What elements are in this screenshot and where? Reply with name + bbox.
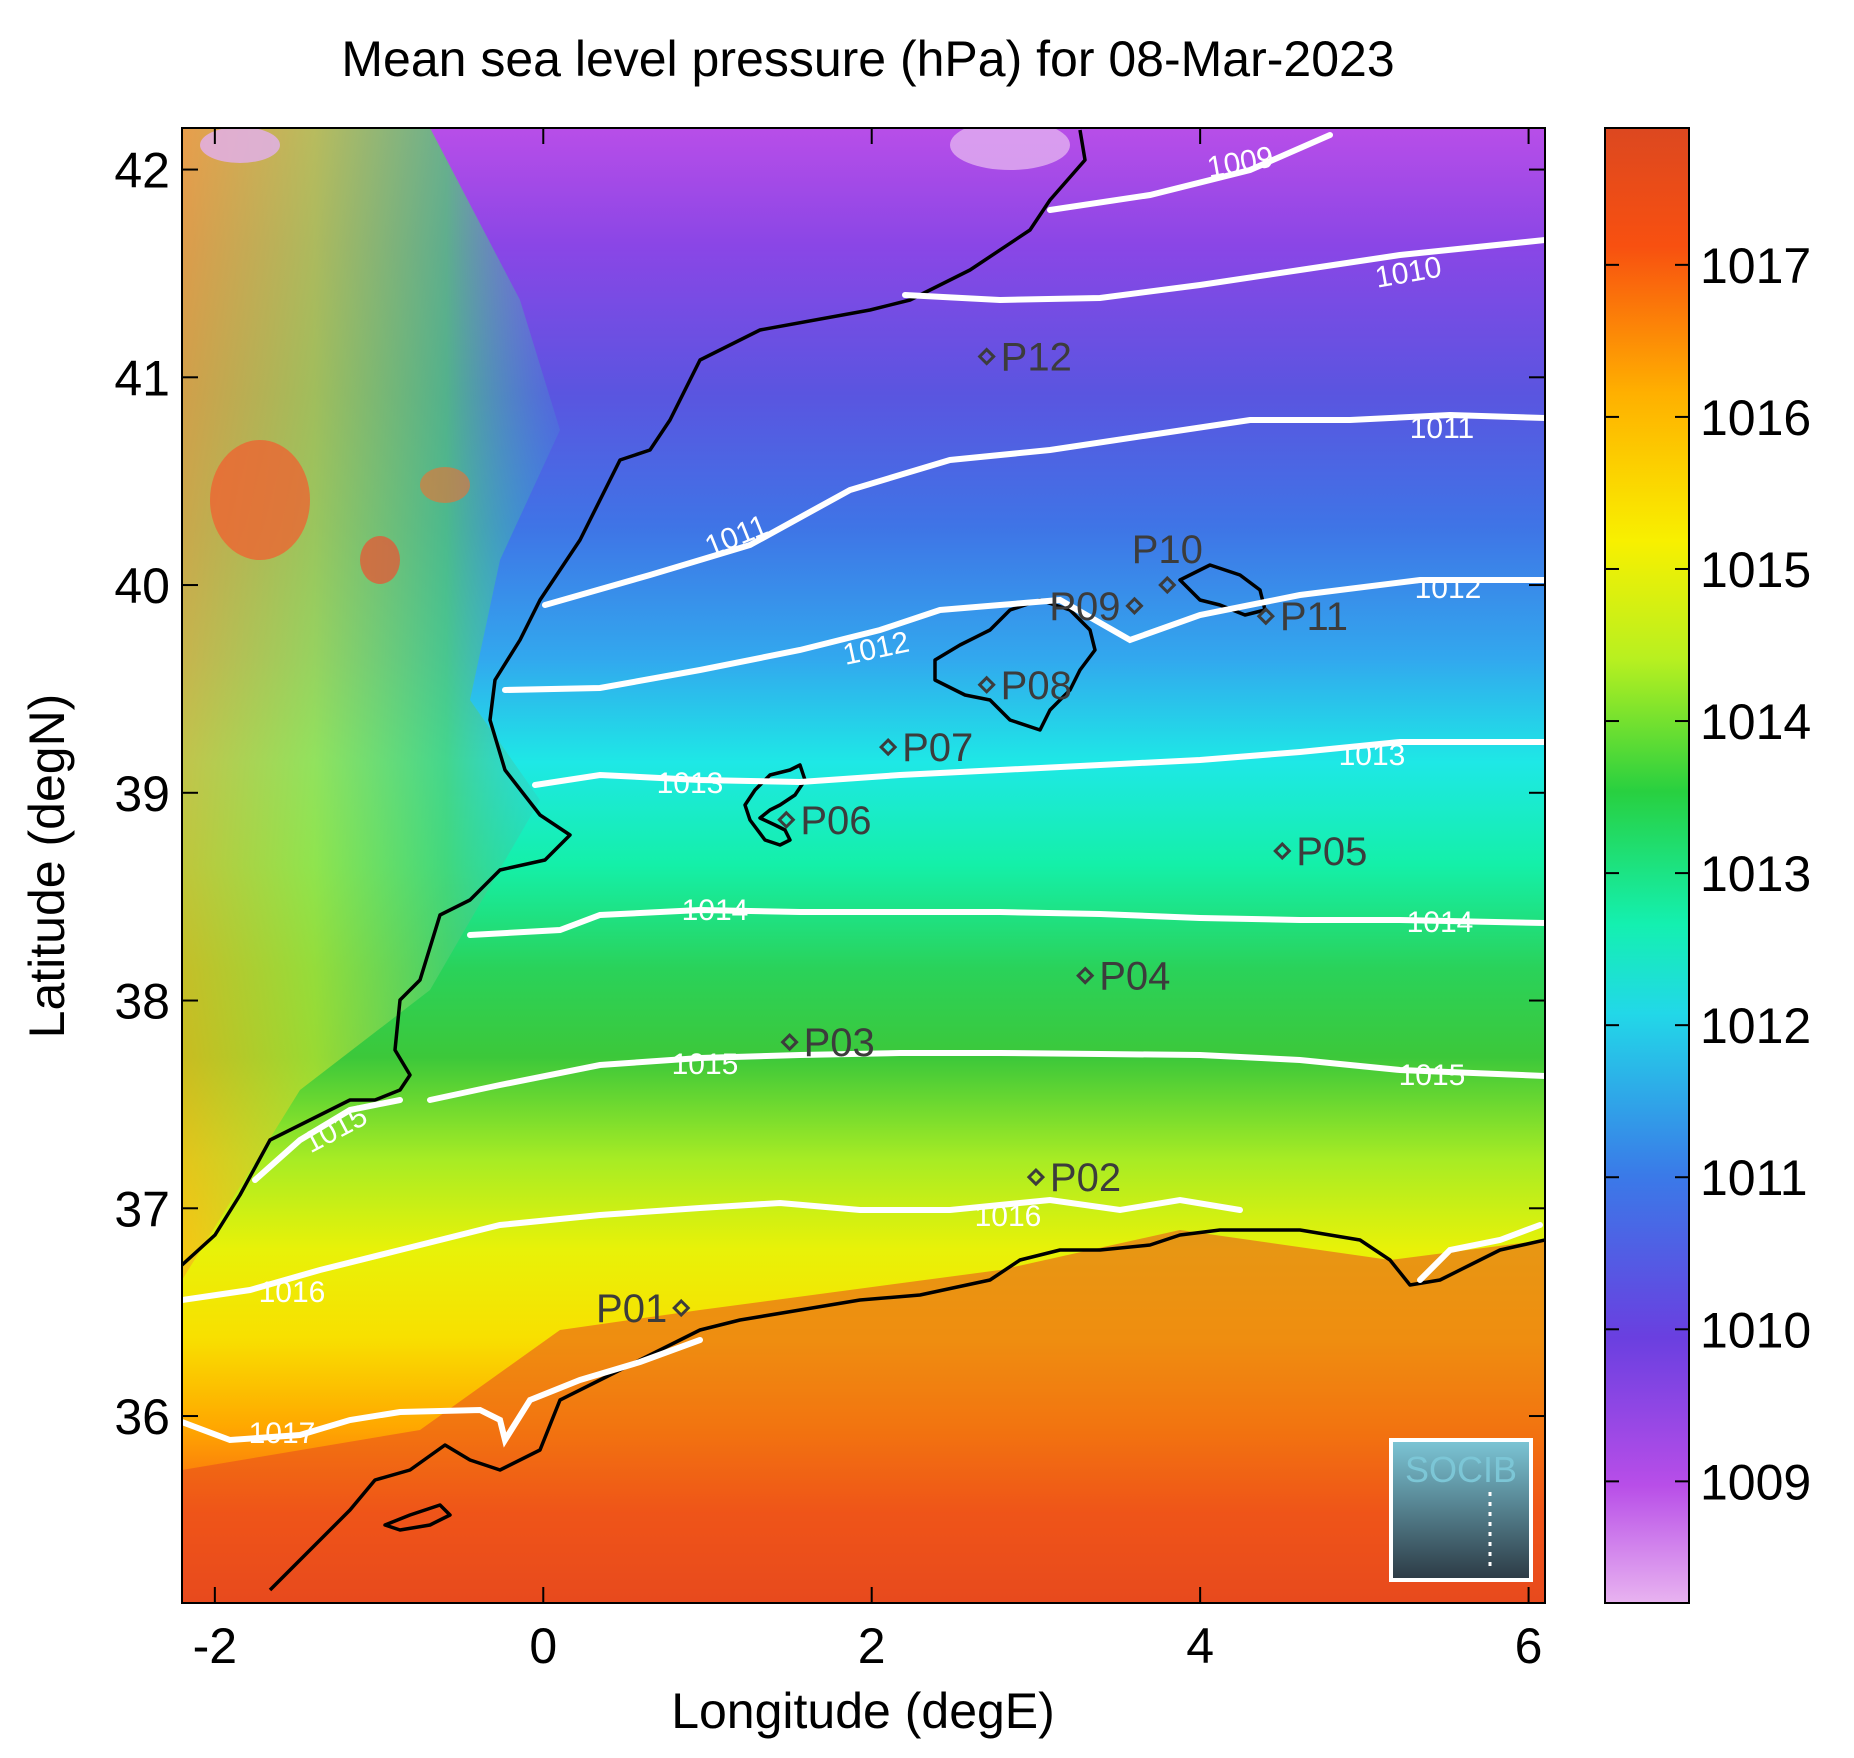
station-marker-p06 <box>777 810 796 829</box>
y-tick-label: 39 <box>114 766 170 822</box>
coastlines <box>182 129 1545 1592</box>
isobar-1014 <box>467 906 1545 938</box>
station-label-p07: P07 <box>902 726 973 770</box>
station-label-p12: P12 <box>1001 336 1072 380</box>
station-marker-p08 <box>977 675 996 694</box>
mallorca-coastline <box>933 598 1097 732</box>
map-plot-area <box>182 128 1545 1603</box>
colorbar-tick-label: 1009 <box>1700 1454 1811 1510</box>
x-tick-label: 0 <box>529 1618 557 1674</box>
isobar-label: 1011 <box>1410 412 1475 445</box>
isobar-label: 1017 <box>249 1417 316 1450</box>
isobar-1009 <box>1047 132 1333 213</box>
colorbar-tick-label: 1015 <box>1700 542 1811 598</box>
chart-title: Mean sea level pressure (hPa) for 08-Mar… <box>341 31 1394 87</box>
iberia-land-shading <box>182 128 560 1280</box>
isobar-label: 1014 <box>682 894 749 927</box>
plot-frame <box>181 127 1546 1604</box>
y-tick-label: 41 <box>114 350 170 406</box>
iberia-coastline <box>182 129 1087 1267</box>
station-label-p05: P05 <box>1296 830 1367 874</box>
isobar-1012 <box>502 577 1545 693</box>
isobar-lines <box>182 132 1545 1448</box>
isobar-1015 <box>427 1050 1545 1103</box>
high-pressure-spot-2 <box>360 536 400 584</box>
isobar-1010 <box>902 237 1545 304</box>
colorbar-ticks: 1009 1010 1011 1012 1013 1014 1015 1016 1017 <box>1605 238 1811 1510</box>
station-marker-p09 <box>1125 596 1144 615</box>
colorbar-tick-label: 1013 <box>1700 846 1811 902</box>
isobar-label: 1015 <box>1399 1059 1466 1092</box>
station-marker-p05 <box>1273 841 1292 861</box>
isobar-label: 1015 <box>672 1048 739 1081</box>
isobar-1013 <box>532 739 1545 788</box>
africa-coastline <box>268 1228 1545 1592</box>
low-pressure-spot-2 <box>200 128 280 163</box>
isobar-1016-east <box>1417 1222 1543 1283</box>
station-label-p01: P01 <box>596 1287 667 1331</box>
isobar-label: 1013 <box>657 767 724 800</box>
x-tick-label: -2 <box>193 1618 237 1674</box>
high-pressure-spot-3 <box>420 467 470 503</box>
station-marker-p07 <box>879 737 898 757</box>
station-marker-p01 <box>672 1298 691 1318</box>
colorbar <box>1604 127 1690 1604</box>
colorbar-tick-label: 1016 <box>1700 390 1811 446</box>
station-label-p03: P03 <box>804 1021 875 1065</box>
station-marker-p04 <box>1076 966 1095 985</box>
station-marker-p11 <box>1256 607 1275 626</box>
colorbar-tick-label: 1017 <box>1700 238 1811 294</box>
x-tick-label: 4 <box>1186 1618 1214 1674</box>
isobar-label: 1012 <box>1415 572 1482 605</box>
station-marker-p10 <box>1158 575 1177 595</box>
station-marker-p02 <box>1026 1167 1046 1187</box>
station-label-p10: P10 <box>1132 528 1203 572</box>
isobar-label: 1013 <box>1339 739 1406 772</box>
isobar-label: 1014 <box>1407 906 1474 939</box>
low-pressure-spot <box>950 128 1070 170</box>
isobar-1016 <box>182 1196 1243 1303</box>
station-marker-p03 <box>780 1032 799 1052</box>
ibiza-coastline <box>743 763 807 847</box>
y-axis: 36 37 38 39 40 41 42 <box>114 143 1545 1445</box>
x-tick-label: 6 <box>1515 1618 1543 1674</box>
y-tick-label: 36 <box>114 1389 170 1445</box>
y-tick-label: 40 <box>114 558 170 614</box>
y-tick-label: 42 <box>114 143 170 199</box>
station-label-p04: P04 <box>1099 955 1170 999</box>
y-tick-label: 38 <box>114 974 170 1030</box>
alboran-island <box>383 1503 452 1532</box>
x-axis-label: Longitude (degE) <box>671 1683 1055 1739</box>
high-pressure-spot <box>210 440 310 560</box>
isobar-label: 1016 <box>975 1200 1042 1233</box>
station-label-p02: P02 <box>1050 1156 1121 1200</box>
isobar-label: 1016 <box>259 1276 326 1309</box>
station-label-p06: P06 <box>800 799 871 843</box>
station-label-p09: P09 <box>1049 585 1120 629</box>
colorbar-tick-label: 1014 <box>1700 694 1811 750</box>
station-marker-p12 <box>977 347 996 366</box>
station-label-p11: P11 <box>1280 595 1348 639</box>
socib-logo: SOCIB <box>1389 1438 1533 1582</box>
y-tick-label: 37 <box>114 1181 170 1237</box>
africa-land-shading <box>182 1230 1545 1603</box>
y-axis-label: Latitude (degN) <box>19 694 75 1039</box>
colorbar-tick-label: 1010 <box>1700 1302 1811 1358</box>
socib-logo-text: SOCIB <box>1405 1449 1517 1490</box>
x-tick-label: 2 <box>858 1618 886 1674</box>
isobar-1017 <box>182 1337 703 1448</box>
colorbar-tick-label: 1011 <box>1700 1150 1808 1206</box>
isobar-1015-west <box>252 1097 403 1183</box>
colorbar-tick-label: 1012 <box>1700 998 1811 1054</box>
socib-logo-box <box>1389 1438 1533 1582</box>
station-label-p08: P08 <box>1001 664 1072 708</box>
isobar-1011 <box>542 411 1545 608</box>
station-markers: P01 P02 P03 P04 P05 P06 P07 P08 P09 P10 P11 P12 <box>596 336 1367 1331</box>
x-axis: -2 0 2 4 6 <box>193 128 1543 1674</box>
